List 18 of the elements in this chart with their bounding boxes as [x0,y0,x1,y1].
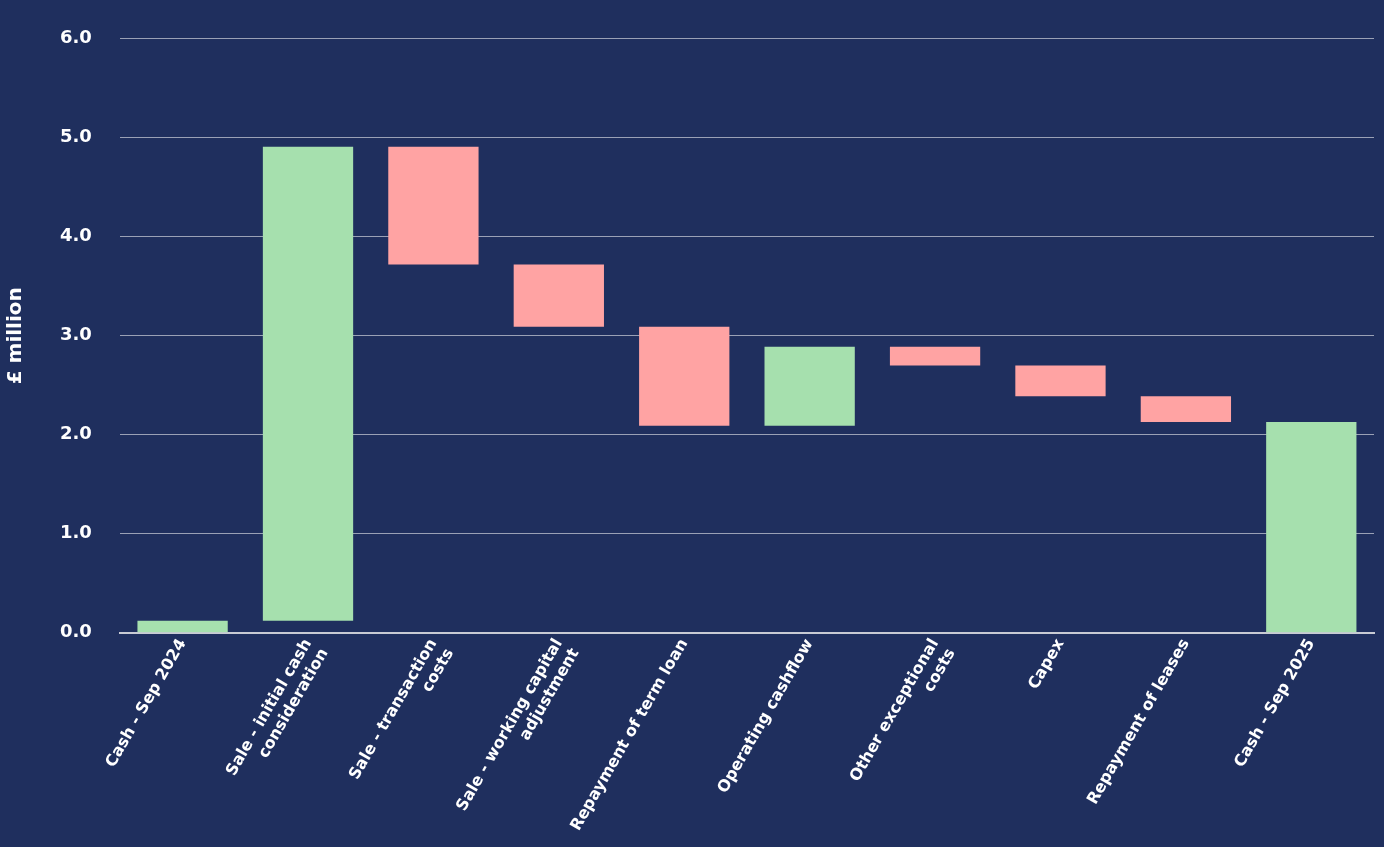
y-tick-label: 3.0 [60,323,92,345]
y-tick-label: 0.0 [60,620,92,642]
y-tick-label: 2.0 [60,422,92,444]
bar [1140,396,1232,422]
bar [1015,365,1106,397]
bar [388,146,479,265]
y-tick-label: 5.0 [60,125,92,147]
y-axis-title: £ million [2,287,27,385]
y-tick-label: 6.0 [60,26,92,48]
y-tick-label: 1.0 [60,521,92,543]
bar [137,620,228,633]
bar [262,146,354,621]
y-tick-label: 4.0 [60,224,92,246]
bar [764,346,855,426]
bar [889,346,981,366]
bar [1266,421,1357,633]
bar [513,264,604,327]
bar [639,326,730,426]
